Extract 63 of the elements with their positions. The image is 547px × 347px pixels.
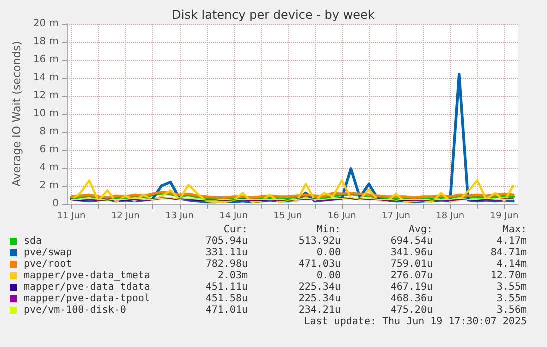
text: 4.17m bbox=[496, 236, 527, 247]
y-tick-label: 8 m bbox=[40, 126, 59, 138]
text: 705.94u bbox=[206, 236, 248, 247]
x-tick-label: 19 Jun bbox=[490, 212, 519, 222]
y-tick-label: 4 m bbox=[40, 162, 59, 174]
text: 225.34u bbox=[298, 282, 341, 293]
legend-label: sda bbox=[24, 236, 42, 247]
x-tick-label: 17 Jun bbox=[382, 212, 410, 222]
text: 0.00 bbox=[316, 270, 341, 282]
x-tick-label: 12 Jun bbox=[111, 212, 140, 222]
x-tick-label: 14 Jun bbox=[220, 212, 248, 222]
text: 84.71m bbox=[490, 248, 527, 258]
legend-label: pve/vm-100-disk-0 bbox=[24, 305, 126, 316]
y-tick-label: 12 m bbox=[33, 90, 59, 102]
y-tick-label: 6 m bbox=[40, 144, 59, 156]
text: 513.92u bbox=[298, 236, 341, 247]
chart-title: Disk latency per device - by week bbox=[172, 8, 375, 22]
y-tick-label: 10 m bbox=[33, 108, 59, 120]
text: 2.03m bbox=[218, 270, 248, 282]
text: 0.00 bbox=[316, 248, 341, 258]
text: Last update: Thu Jun 19 17:30:07 2025 bbox=[304, 316, 527, 328]
text: 782.98u bbox=[206, 259, 248, 270]
text: 475.20u bbox=[390, 305, 433, 316]
y-tick-label: 0 bbox=[52, 198, 59, 210]
x-tick-label: 13 Jun bbox=[166, 212, 194, 222]
text: 225.34u bbox=[298, 294, 341, 304]
text: Avg: bbox=[408, 224, 433, 236]
text: 3.55m bbox=[496, 282, 527, 293]
legend-label: pve/swap bbox=[24, 248, 72, 258]
x-tick-label: 15 Jun bbox=[274, 212, 302, 222]
text: 276.07u bbox=[390, 270, 433, 282]
legend-label: mapper/pve-data-tpool bbox=[24, 294, 150, 304]
text: 759.01u bbox=[390, 259, 433, 270]
text: 234.21u bbox=[298, 305, 341, 316]
x-tick-label: 11 Jun bbox=[57, 212, 86, 222]
text: 467.19u bbox=[390, 282, 433, 293]
text: Cur: bbox=[224, 224, 248, 236]
text: 451.11u bbox=[206, 282, 248, 293]
text: 12.70m bbox=[490, 270, 527, 282]
y-tick-label: 16 m bbox=[33, 54, 59, 66]
text: 3.56m bbox=[496, 305, 527, 316]
legend-label: mapper/pve-data_tmeta bbox=[24, 270, 150, 282]
y-tick-label: 18 m bbox=[33, 36, 59, 48]
line-series bbox=[70, 180, 515, 204]
text: 694.54u bbox=[390, 236, 433, 247]
text: 471.01u bbox=[206, 305, 248, 316]
y-tick-label: 2 m bbox=[40, 180, 59, 192]
text: 451.58u bbox=[206, 294, 248, 304]
x-tick-label: 16 Jun bbox=[328, 212, 356, 222]
y-tick-label: 20 m bbox=[33, 18, 59, 30]
text: 341.96u bbox=[390, 248, 433, 258]
y-axis-title: Average IO Wait (seconds) bbox=[10, 41, 24, 187]
text: 4.14m bbox=[496, 259, 527, 270]
text: 331.11u bbox=[206, 248, 248, 258]
legend-label: mapper/pve-data_tdata bbox=[24, 282, 150, 293]
text: Max: bbox=[502, 224, 527, 236]
x-tick-label: 18 Jun bbox=[436, 212, 465, 222]
legend-label: pve/root bbox=[24, 259, 72, 270]
text: 471.03u bbox=[298, 259, 341, 270]
text: 468.36u bbox=[390, 294, 433, 304]
text: 3.55m bbox=[496, 294, 527, 304]
y-tick-label: 14 m bbox=[33, 72, 59, 84]
text: Min: bbox=[316, 224, 341, 236]
